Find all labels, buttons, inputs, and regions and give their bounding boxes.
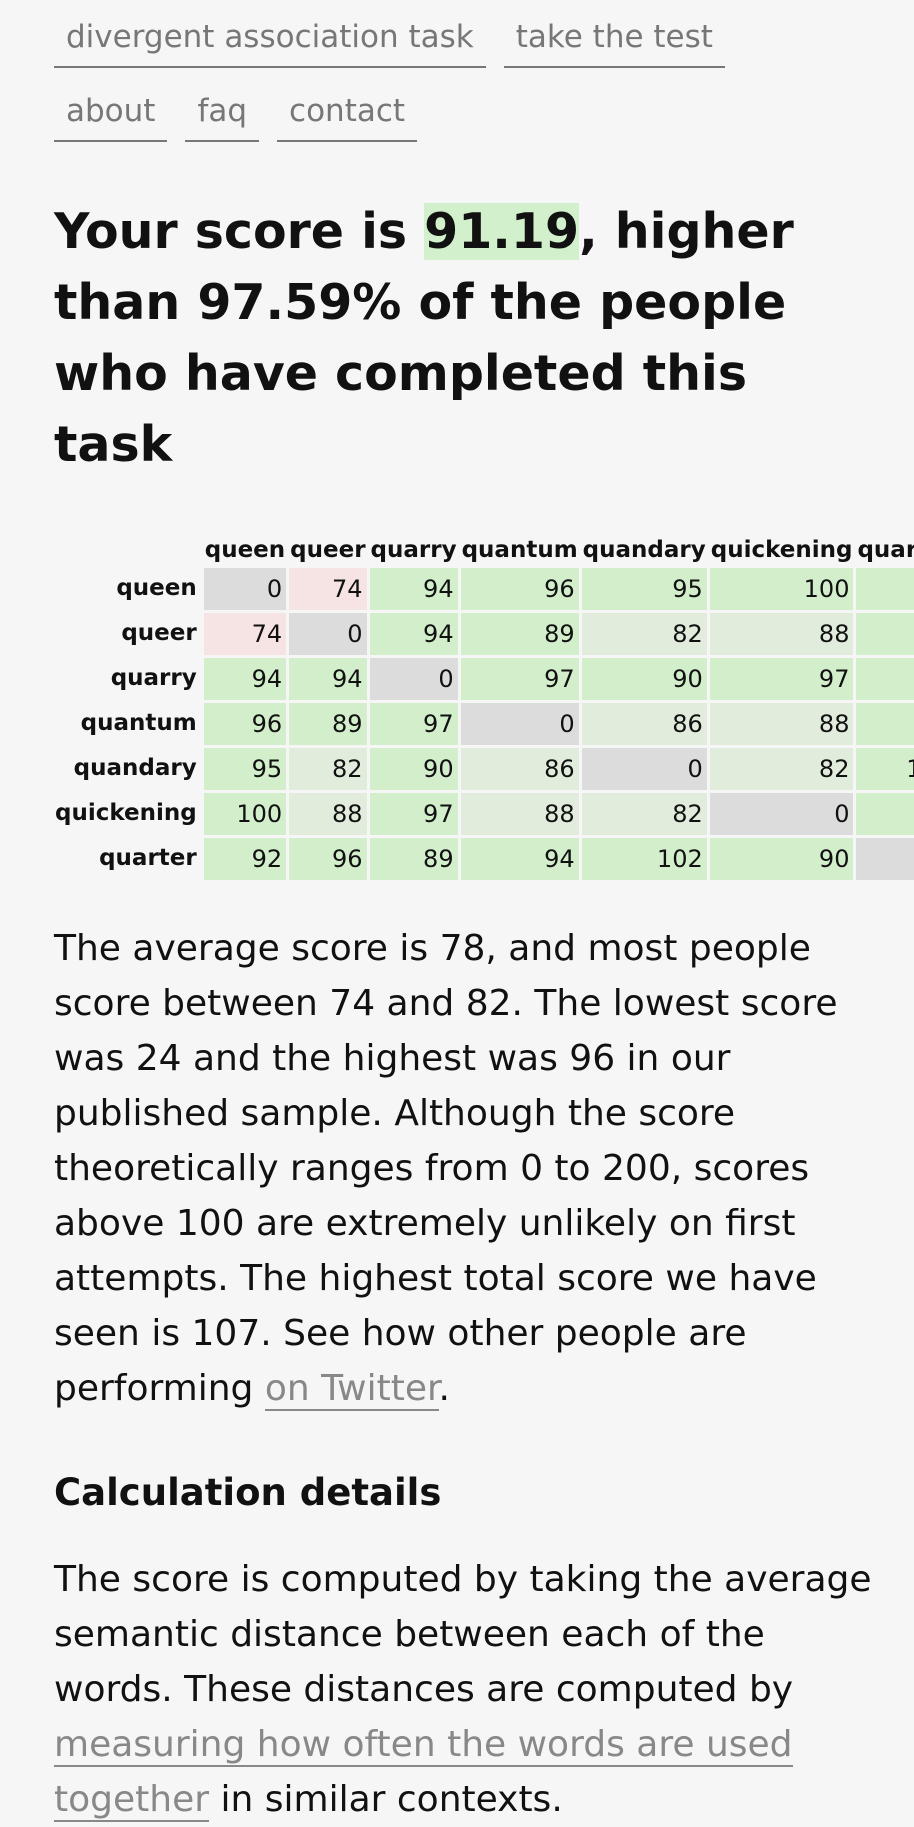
column-header: quantum <box>461 537 578 564</box>
column-header: queer <box>290 537 366 564</box>
link[interactable]: on Twitter <box>264 1368 439 1412</box>
table-row: quarry9494097909789 <box>54 658 914 701</box>
cell: 95 <box>581 568 707 611</box>
cell: 0 <box>203 568 287 611</box>
nav-row: about faq contact <box>54 94 914 143</box>
cell: 97 <box>709 658 854 701</box>
header-row: queen queer quarry quantum quandary quickenin… <box>54 537 914 565</box>
nav-row: divergent association task take the test <box>54 20 914 69</box>
nav: divergent association task take the test a… <box>54 0 914 143</box>
corner <box>54 537 201 565</box>
cell: 0 <box>581 748 707 791</box>
cell: 88 <box>289 793 367 836</box>
cell: 89 <box>856 658 914 701</box>
cell: 88 <box>709 703 854 746</box>
table-row: quandary95829086082102 <box>54 748 914 791</box>
nav-link[interactable]: about <box>54 94 168 143</box>
cell: 96 <box>460 568 579 611</box>
cell: 82 <box>289 748 367 791</box>
cell: 74 <box>203 613 287 656</box>
cell: 89 <box>369 838 458 881</box>
text: The score is computed by taking the aver… <box>54 1559 872 1711</box>
cell: 96 <box>289 838 367 881</box>
cell: 0 <box>460 703 579 746</box>
cell: 97 <box>369 793 458 836</box>
cell: 102 <box>581 838 707 881</box>
cell: 86 <box>460 748 579 791</box>
column-header: queen <box>204 537 286 564</box>
column-header: quandary <box>582 537 706 564</box>
cell: 90 <box>709 838 854 881</box>
cell: 94 <box>369 613 458 656</box>
nav-link[interactable]: contact <box>277 94 418 143</box>
cell: 92 <box>856 568 914 611</box>
heading-text: , higher than 97.59% of the people who h… <box>54 203 794 474</box>
cell: 88 <box>460 793 579 836</box>
score: 91.19 <box>424 203 580 261</box>
cell: 100 <box>709 568 854 611</box>
text: in similar contexts. <box>209 1779 563 1821</box>
cell: 94 <box>289 658 367 701</box>
cell: 82 <box>581 613 707 656</box>
cell: 90 <box>581 658 707 701</box>
score-heading: Your score is 91.19, higher than 97.59% … <box>54 196 874 480</box>
cell: 97 <box>460 658 579 701</box>
cell: 95 <box>203 748 287 791</box>
cell: 92 <box>203 838 287 881</box>
cell: 94 <box>369 568 458 611</box>
cell: 82 <box>709 748 854 791</box>
cell: 0 <box>709 793 854 836</box>
table-container: queen queer quarry quantum quandary quickenin… <box>54 534 914 883</box>
table-row: quickening10088978882090 <box>54 793 914 836</box>
cell: 89 <box>289 703 367 746</box>
text: . <box>438 1368 450 1410</box>
row-header: quarter <box>99 845 197 872</box>
cell: 100 <box>203 793 287 836</box>
text: The average score is 78, and most people… <box>54 928 838 1410</box>
table-row: queer7409489828896 <box>54 613 914 656</box>
column-header: quarter <box>857 537 914 564</box>
row-header: quarry <box>110 665 197 692</box>
cell: 94 <box>856 703 914 746</box>
cell: 90 <box>856 793 914 836</box>
cell: 88 <box>709 613 854 656</box>
cell: 86 <box>581 703 707 746</box>
cell: 90 <box>369 748 458 791</box>
column-header: quickening <box>710 537 853 564</box>
distance-table: queen queer quarry quantum quandary quickenin… <box>54 534 914 883</box>
cell: 94 <box>203 658 287 701</box>
cell: 97 <box>369 703 458 746</box>
column-header: quarry <box>370 537 457 564</box>
paragraph: The score is computed by taking the aver… <box>54 1552 874 1827</box>
row-header: queen <box>116 575 197 602</box>
section-title: Calculation details <box>54 1471 442 1515</box>
cell: 82 <box>581 793 707 836</box>
paragraph: The average score is 78, and most people… <box>54 921 874 1416</box>
table-row: quarter92968994102900 <box>54 838 914 881</box>
cell: 0 <box>289 613 367 656</box>
heading-text: Your score is <box>54 203 425 261</box>
row-header: quickening <box>55 800 197 827</box>
cell: 0 <box>856 838 914 881</box>
cell: 74 <box>289 568 367 611</box>
cell: 89 <box>460 613 579 656</box>
row-header: quandary <box>73 755 197 782</box>
row-header: quantum <box>80 710 197 737</box>
cell: 102 <box>856 748 914 791</box>
row-header: queer <box>121 620 197 647</box>
nav-link[interactable]: take the test <box>503 20 725 69</box>
cell: 96 <box>856 613 914 656</box>
table-row: quantum9689970868894 <box>54 703 914 746</box>
nav-link[interactable]: faq <box>185 94 260 143</box>
nav-link[interactable]: divergent association task <box>54 20 486 69</box>
table-row: queen07494969510092 <box>54 568 914 611</box>
cell: 96 <box>203 703 287 746</box>
cell: 0 <box>369 658 458 701</box>
cell: 94 <box>460 838 579 881</box>
